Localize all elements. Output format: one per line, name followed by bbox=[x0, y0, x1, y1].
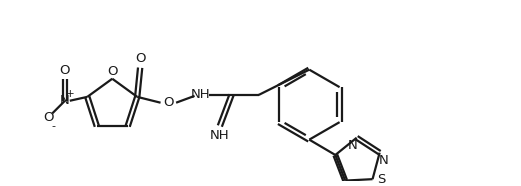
Text: O: O bbox=[107, 65, 118, 78]
Text: -: - bbox=[51, 121, 55, 131]
Text: O: O bbox=[163, 96, 173, 109]
Text: N: N bbox=[348, 139, 357, 152]
Text: N: N bbox=[379, 154, 389, 167]
Text: O: O bbox=[60, 64, 70, 77]
Text: +: + bbox=[66, 89, 74, 99]
Text: O: O bbox=[135, 52, 145, 65]
Text: N: N bbox=[60, 94, 70, 107]
Text: O: O bbox=[43, 111, 54, 124]
Text: NH: NH bbox=[210, 129, 230, 142]
Text: S: S bbox=[377, 173, 386, 186]
Text: NH: NH bbox=[191, 88, 210, 101]
